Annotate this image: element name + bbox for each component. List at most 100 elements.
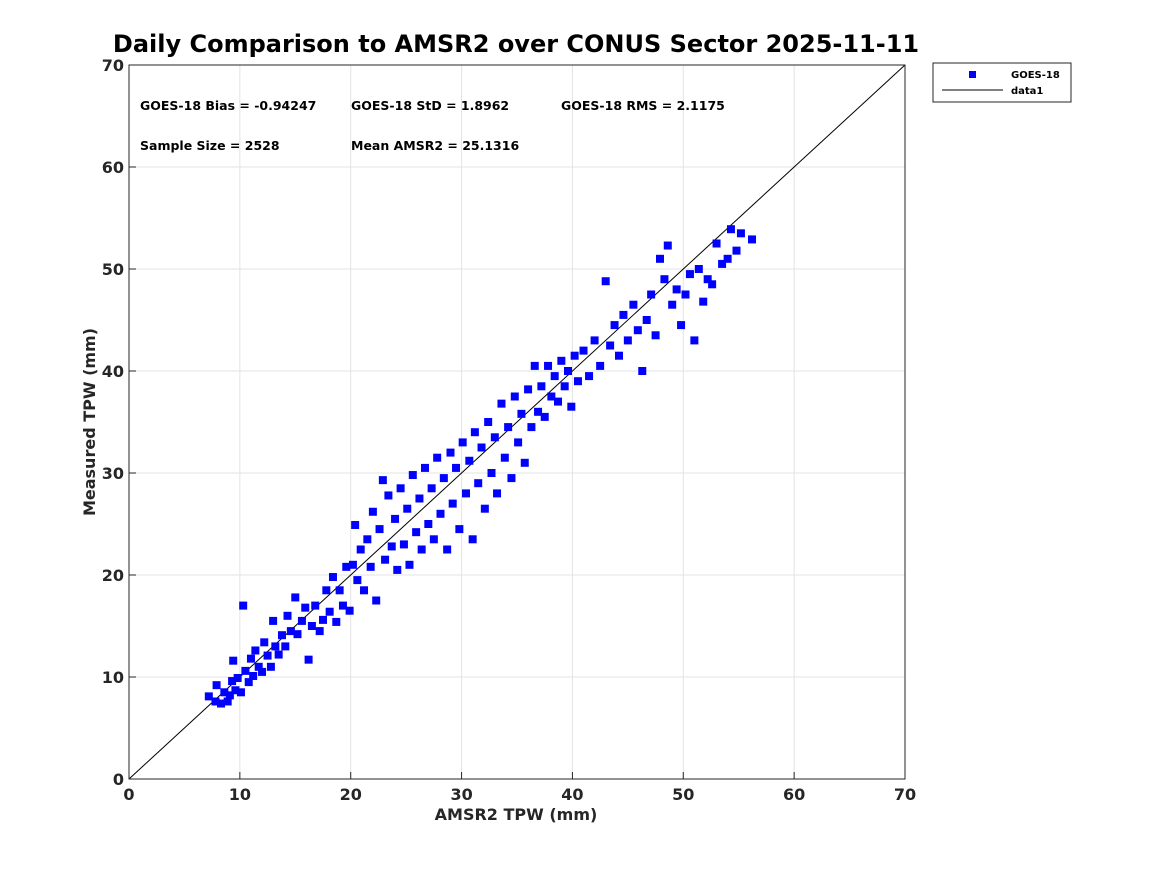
data-point [363,535,372,544]
data-point [579,346,588,355]
data-point [229,656,238,665]
data-point [510,392,519,401]
data-point [748,235,757,244]
y-tick-label: 50 [102,260,124,279]
plot-frame [128,64,906,780]
data-point [297,616,306,625]
data-point [220,688,229,697]
data-point [348,560,357,569]
data-point [660,275,669,284]
data-point [381,555,390,564]
data-point [307,622,316,630]
data-point [351,521,360,530]
data-point [281,642,290,651]
data-point [387,542,396,551]
data-point [524,385,533,394]
y-tick-label: 40 [102,362,124,381]
data-point [672,285,681,294]
data-point [567,402,576,411]
x-tick-label: 0 [123,785,134,804]
x-tick-label: 30 [450,785,472,804]
data-point [520,458,529,467]
data-point [236,688,245,697]
data-point [260,638,269,647]
x-axis-label: AMSR2 TPW (mm) [435,805,598,824]
data-point [534,407,543,416]
data-point [439,474,448,483]
data-point [396,484,405,493]
data-point [573,377,582,386]
y-tick-label: 70 [102,56,124,75]
data-point [403,504,412,513]
x-tick-label: 20 [340,785,362,804]
data-point [656,254,665,263]
data-point [470,428,479,437]
data-point [554,397,563,406]
data-point [429,535,438,544]
data-point [736,229,745,238]
y-tick-label: 20 [102,566,124,585]
data-point [606,341,615,350]
data-point [263,651,272,660]
data-point [424,520,433,528]
data-point [212,681,221,690]
reference-line-layer [128,64,906,780]
x-tick-label: 70 [894,785,916,804]
data-point [251,646,260,655]
data-point [708,280,717,289]
data-point [590,336,599,345]
data-point [254,662,263,671]
data-point [507,474,516,483]
data-point [415,494,424,503]
data-point [283,611,292,620]
data-point [443,545,452,554]
data-point [601,277,610,286]
data-point [504,423,513,432]
data-point [484,418,493,426]
data-point [629,300,638,309]
data-point [547,392,556,401]
data-point [301,603,310,612]
data-point [325,607,334,616]
x-tick-label: 10 [229,785,251,804]
data-point [638,367,647,375]
data-point [527,423,536,432]
data-point [356,545,365,554]
data-point [223,697,232,706]
data-point [732,246,741,255]
data-point [204,692,213,701]
data-point [420,463,429,472]
data-point [500,453,509,462]
data-point [712,239,721,248]
data-point [258,667,267,676]
data-point [225,691,234,700]
data-point [651,331,660,340]
y-tick-label: 10 [102,668,124,687]
data-point [560,382,569,391]
data-point [244,678,253,687]
bias-annotation: GOES-18 Bias = -0.94247 [140,98,316,113]
data-point [446,448,455,457]
data-point [393,565,402,574]
data-point [241,666,250,675]
data-point [427,484,436,493]
data-point [366,562,375,571]
legend-data1-label: data1 [1011,86,1043,97]
data-point [677,321,686,330]
data-point [647,290,656,299]
data-point [378,476,387,485]
data-point [723,254,732,263]
data-point [690,336,699,345]
data-point [417,545,426,554]
data-point [332,617,341,626]
chart-title: Daily Comparison to AMSR2 over CONUS Sec… [113,30,919,58]
x-tick-label: 60 [783,785,805,804]
data-point [610,321,619,330]
data-point [681,290,690,299]
data-point [345,606,354,615]
data-point [570,351,579,360]
data-point [703,275,712,284]
data-point [266,662,275,671]
data-point [619,310,628,319]
data-point [375,525,384,534]
